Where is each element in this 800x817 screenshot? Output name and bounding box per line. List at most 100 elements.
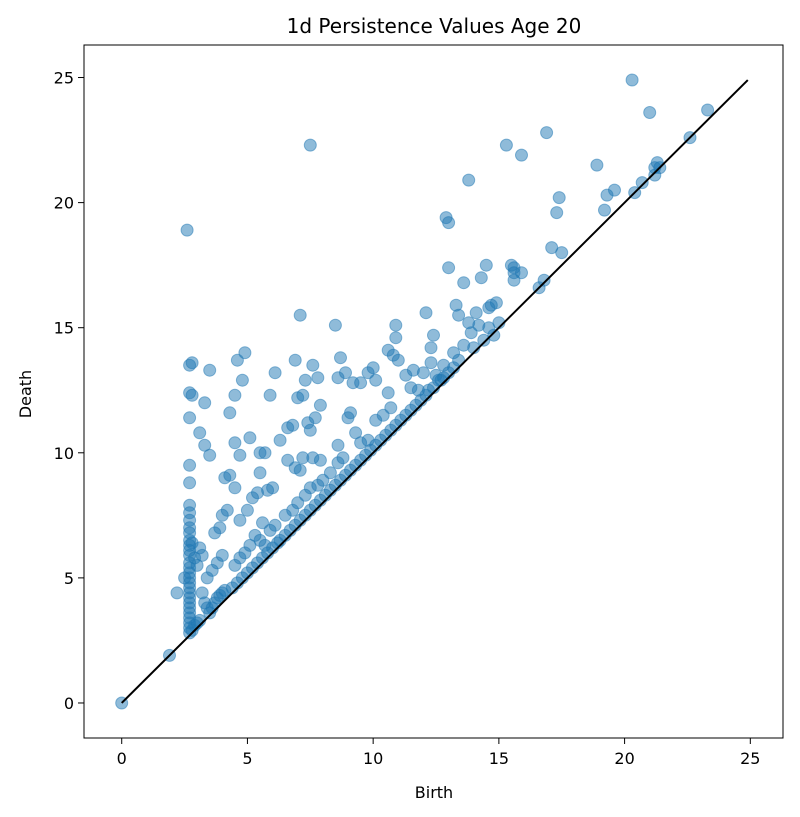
data-point	[344, 406, 357, 420]
data-point	[243, 431, 257, 445]
data-point	[215, 548, 229, 562]
data-point	[487, 328, 501, 342]
data-point	[296, 388, 310, 402]
data-point	[339, 366, 352, 380]
data-point	[419, 306, 433, 320]
data-point	[288, 353, 302, 367]
data-point	[303, 138, 317, 152]
x-tick-label: 0	[117, 749, 127, 768]
data-point	[203, 363, 217, 377]
data-point	[268, 366, 282, 380]
data-point	[228, 388, 242, 402]
data-point	[381, 386, 395, 400]
y-ticks: 0 5 10 15 20 25	[54, 69, 84, 713]
data-point	[266, 481, 280, 495]
data-point	[268, 518, 282, 532]
data-point	[389, 318, 403, 332]
data-point	[258, 538, 272, 552]
data-point	[474, 271, 488, 285]
data-point	[331, 438, 345, 452]
y-axis-label: Death	[16, 370, 35, 418]
data-point	[389, 331, 403, 345]
data-point	[213, 521, 227, 535]
x-tick-label: 5	[242, 749, 252, 768]
data-point	[643, 106, 657, 119]
data-point	[462, 173, 476, 187]
data-point	[253, 466, 267, 480]
data-point	[235, 373, 249, 387]
data-point	[442, 261, 456, 275]
data-point	[369, 373, 383, 387]
x-tick-label: 15	[489, 749, 509, 768]
data-point	[313, 453, 327, 467]
data-point	[293, 308, 307, 322]
data-point	[552, 191, 566, 205]
x-axis-label: Birth	[415, 783, 453, 802]
data-point	[183, 476, 197, 490]
data-point	[301, 416, 315, 430]
data-point	[701, 103, 715, 117]
data-point	[391, 353, 405, 367]
data-point	[183, 411, 197, 425]
data-point	[273, 433, 287, 447]
x-ticks: 0 5 10 15 20 25	[117, 738, 760, 768]
data-point	[499, 138, 513, 152]
data-point	[648, 168, 662, 182]
data-point	[452, 308, 466, 322]
data-point	[515, 266, 528, 280]
data-point	[258, 446, 272, 460]
data-point	[540, 126, 554, 140]
data-point	[193, 426, 207, 440]
y-tick-label: 15	[54, 319, 74, 338]
data-point	[336, 451, 350, 465]
data-point	[479, 258, 493, 272]
data-point	[555, 246, 569, 260]
data-point	[452, 353, 466, 367]
x-tick-label: 20	[614, 749, 634, 768]
data-point	[256, 516, 269, 530]
data-point	[598, 203, 611, 217]
data-point	[515, 148, 528, 162]
data-point	[328, 318, 342, 332]
data-point	[608, 183, 621, 197]
data-point	[313, 398, 327, 412]
data-point	[203, 448, 217, 462]
plot-frame	[83, 44, 784, 739]
data-point	[228, 481, 242, 495]
data-point	[228, 436, 242, 450]
data-point	[195, 548, 209, 562]
data-point	[185, 388, 199, 402]
diagonal-line	[121, 79, 749, 704]
y-tick-label: 0	[64, 694, 74, 713]
data-point	[384, 401, 398, 415]
data-point	[233, 513, 247, 527]
x-tick-label: 25	[740, 749, 760, 768]
data-point	[185, 356, 199, 370]
points-layer	[115, 73, 715, 710]
data-point	[286, 418, 300, 432]
data-point	[550, 206, 564, 220]
data-point	[427, 328, 440, 342]
data-point	[223, 468, 237, 482]
data-point	[170, 586, 184, 600]
data-point	[323, 466, 337, 480]
data-point	[537, 273, 551, 287]
data-point	[183, 458, 197, 472]
data-point	[635, 176, 649, 190]
y-tick-label: 20	[54, 194, 74, 213]
data-point	[240, 503, 254, 517]
data-point	[484, 298, 498, 312]
data-point	[424, 341, 438, 355]
data-point	[442, 216, 456, 230]
chart-title: 1d Persistence Values Age 20	[287, 14, 582, 38]
data-point	[263, 388, 277, 402]
data-point	[198, 396, 212, 410]
data-point	[457, 276, 471, 290]
data-point	[293, 463, 307, 477]
data-point	[233, 448, 247, 462]
data-point	[416, 366, 430, 380]
x-tick-label: 10	[363, 749, 383, 768]
data-point	[590, 158, 604, 172]
